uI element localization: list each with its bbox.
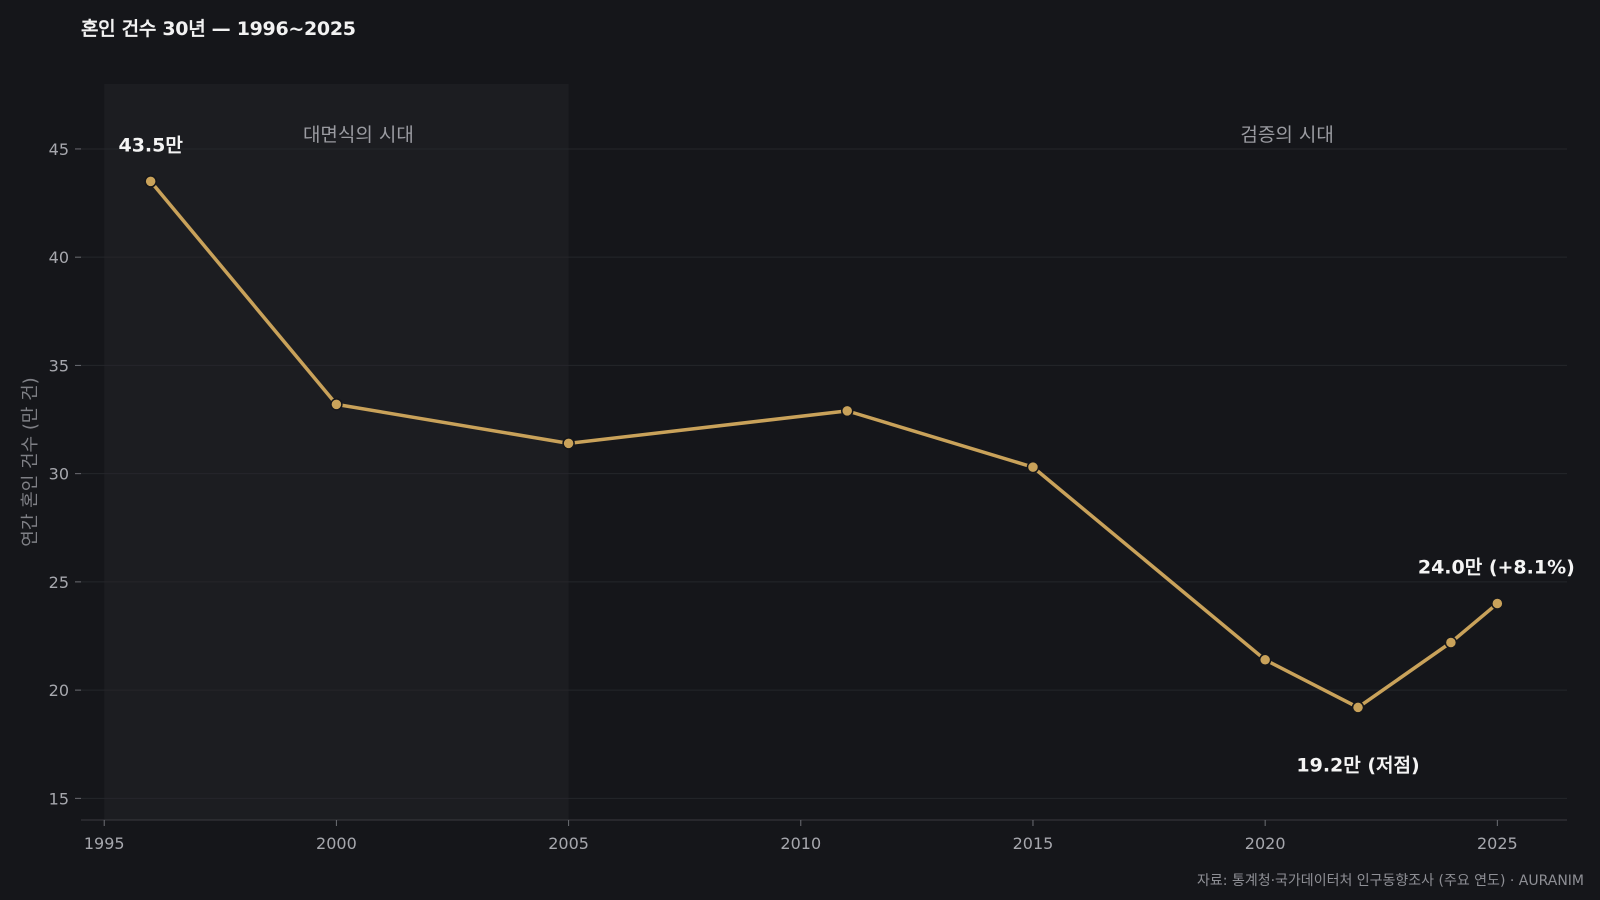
data-point [1026, 460, 1040, 474]
x-tick-label: 2005 [548, 834, 589, 853]
data-label: 19.2만 (저점) [1296, 754, 1419, 776]
y-tick-label: 30 [49, 465, 69, 484]
y-tick-label: 40 [49, 248, 69, 267]
data-label: 43.5만 [118, 134, 183, 156]
era-shaded-region [104, 84, 569, 820]
source-note: 자료: 통계청·국가데이터처 인구동향조사 (주요 연도) · AURANIM [1197, 873, 1584, 889]
data-point [840, 404, 854, 418]
data-point [144, 175, 157, 188]
x-tick-label: 2020 [1245, 834, 1286, 853]
x-tick-label: 2000 [316, 834, 357, 853]
era-label: 검증의 시대 [1240, 124, 1333, 146]
x-tick-label: 2025 [1477, 834, 1518, 853]
x-tick-label: 2015 [1013, 834, 1054, 853]
era-label: 대면식의 시대 [303, 124, 414, 146]
y-tick-label: 35 [49, 356, 69, 375]
x-tick-label: 1995 [84, 834, 125, 853]
y-tick-label: 45 [49, 140, 69, 159]
y-tick-label: 15 [49, 789, 69, 808]
data-point [1491, 597, 1504, 610]
chart-title: 혼인 건수 30년 — 1996~2025 [81, 18, 356, 40]
x-tick-label: 2010 [780, 834, 821, 853]
data-point [1258, 653, 1272, 667]
y-axis-label: 연간 혼인 건수 (만 건) [20, 377, 41, 546]
y-tick-label: 25 [49, 573, 69, 592]
data-point [1351, 701, 1365, 714]
data-point [562, 437, 575, 450]
y-tick-label: 20 [49, 681, 69, 700]
data-point [1444, 636, 1458, 649]
data-label: 24.0만 (+8.1%) [1418, 557, 1575, 579]
data-point [330, 398, 343, 411]
